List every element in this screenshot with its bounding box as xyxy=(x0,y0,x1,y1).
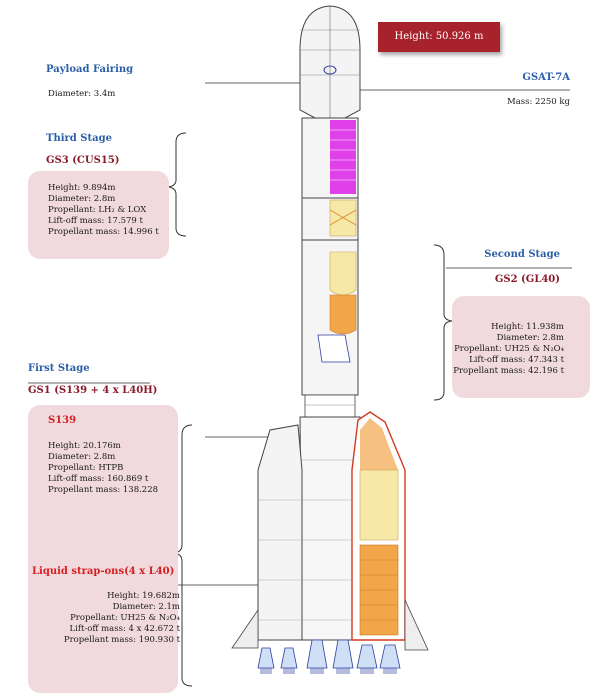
s139-diameter: Diameter: 2.8m xyxy=(48,452,116,462)
s139-propellant-mass: Propellant mass: 138.228 xyxy=(48,485,159,495)
strapon-liftoff: Lift-off mass: 4 x 42.672 t xyxy=(69,624,180,634)
height-banner: Height: 50.926 m xyxy=(378,22,500,52)
third-stage-propellant-mass: Propellant mass: 14.996 t xyxy=(48,227,159,237)
third-stage-propellant: Propellant: LH₂ & LOX xyxy=(48,205,147,215)
second-stage-liftoff: Lift-off mass: 47.343 t xyxy=(469,355,564,365)
core-stage xyxy=(299,416,361,641)
gsat-mass: Mass: 2250 kg xyxy=(507,97,570,107)
s139-title: S139 xyxy=(48,415,77,426)
strapon-left xyxy=(257,424,303,641)
third-stage-info-box: Height: 9.894m Diameter: 2.8m Propellant… xyxy=(28,171,169,259)
gsat-title: GSAT-7A xyxy=(522,72,570,83)
first-stage-info-box: S139 Height: 20.176m Diameter: 2.8m Prop… xyxy=(28,405,180,693)
first-stage-code: GS1 (S139 + 4 x L40H) xyxy=(28,385,158,396)
third-stage-diameter: Diameter: 2.8m xyxy=(48,194,116,204)
third-stage-code: GS3 (CUS15) xyxy=(46,155,120,166)
strapon-height: Height: 19.682m xyxy=(107,591,180,601)
second-stage-title: Second Stage xyxy=(484,249,560,260)
engine-nozzles xyxy=(257,639,401,669)
payload-fairing-diameter: Diameter: 3.4m xyxy=(48,89,116,99)
second-stage-diameter: Diameter: 2.8m xyxy=(496,333,564,343)
strapon-fuel-tank xyxy=(359,469,399,541)
first-stage-title: First Stage xyxy=(28,363,90,374)
third-stage-liftoff: Lift-off mass: 17.579 t xyxy=(48,216,143,226)
second-stage-propellant-mass: Propellant mass: 42.196 t xyxy=(453,366,564,376)
payload-fairing-title: Payload Fairing xyxy=(46,64,134,75)
strapon-title: Liquid strap-ons(4 x L40) xyxy=(32,566,175,577)
s139-liftoff: Lift-off mass: 160.869 t xyxy=(48,474,149,484)
strapon-propellant: Propellant: UH25 & N₂O₄ xyxy=(70,613,180,623)
second-stage-height: Height: 11.938m xyxy=(491,322,564,332)
third-stage-brace xyxy=(167,132,187,237)
s139-propellant: Propellant: HTPB xyxy=(48,463,124,473)
strapon-propellant-mass: Propellant mass: 190.930 t xyxy=(63,635,180,645)
second-stage-code: GS2 (GL40) xyxy=(494,274,560,285)
third-stage-height: Height: 9.894m xyxy=(48,183,116,193)
second-stage-info-box: Height: 11.938m Diameter: 2.8m Propellan… xyxy=(452,296,590,398)
cryo-tank xyxy=(330,120,356,194)
second-stage-propellant: Propellant: UH25 & N₂O₄ xyxy=(454,344,564,354)
third-stage-title: Third Stage xyxy=(46,133,112,144)
s139-height: Height: 20.176m xyxy=(48,441,121,451)
height-banner-text: Height: 50.926 m xyxy=(394,31,484,42)
strapon-diameter: Diameter: 2.1m xyxy=(112,602,180,612)
